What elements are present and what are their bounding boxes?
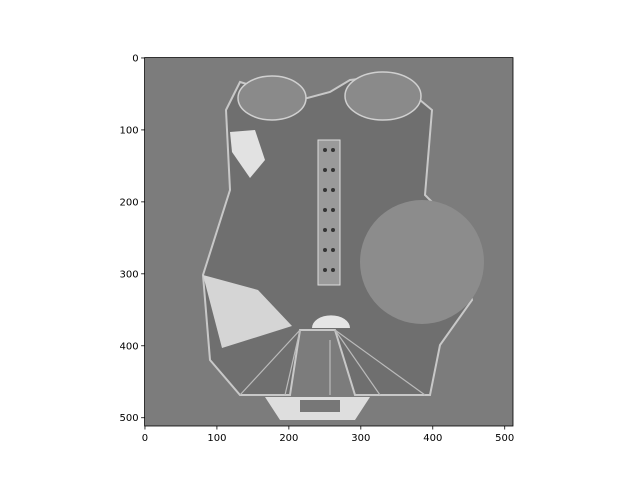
x-tick-label: 200: [279, 433, 298, 444]
x-tick-label: 500: [495, 433, 514, 444]
x-tick-label: 300: [351, 433, 370, 444]
y-tick-label: 0: [132, 53, 138, 64]
x-tick-label: 0: [142, 433, 148, 444]
y-tick-label: 400: [120, 341, 139, 352]
image: [144, 57, 513, 426]
x-tick-label: 400: [423, 433, 442, 444]
y-tick-label: 100: [120, 125, 139, 136]
y-tick-label: 500: [120, 413, 139, 424]
x-tick-label: 100: [207, 433, 226, 444]
axes-frame: [144, 57, 514, 427]
y-tick-label: 200: [120, 197, 139, 208]
y-tick-label: 300: [120, 269, 139, 280]
